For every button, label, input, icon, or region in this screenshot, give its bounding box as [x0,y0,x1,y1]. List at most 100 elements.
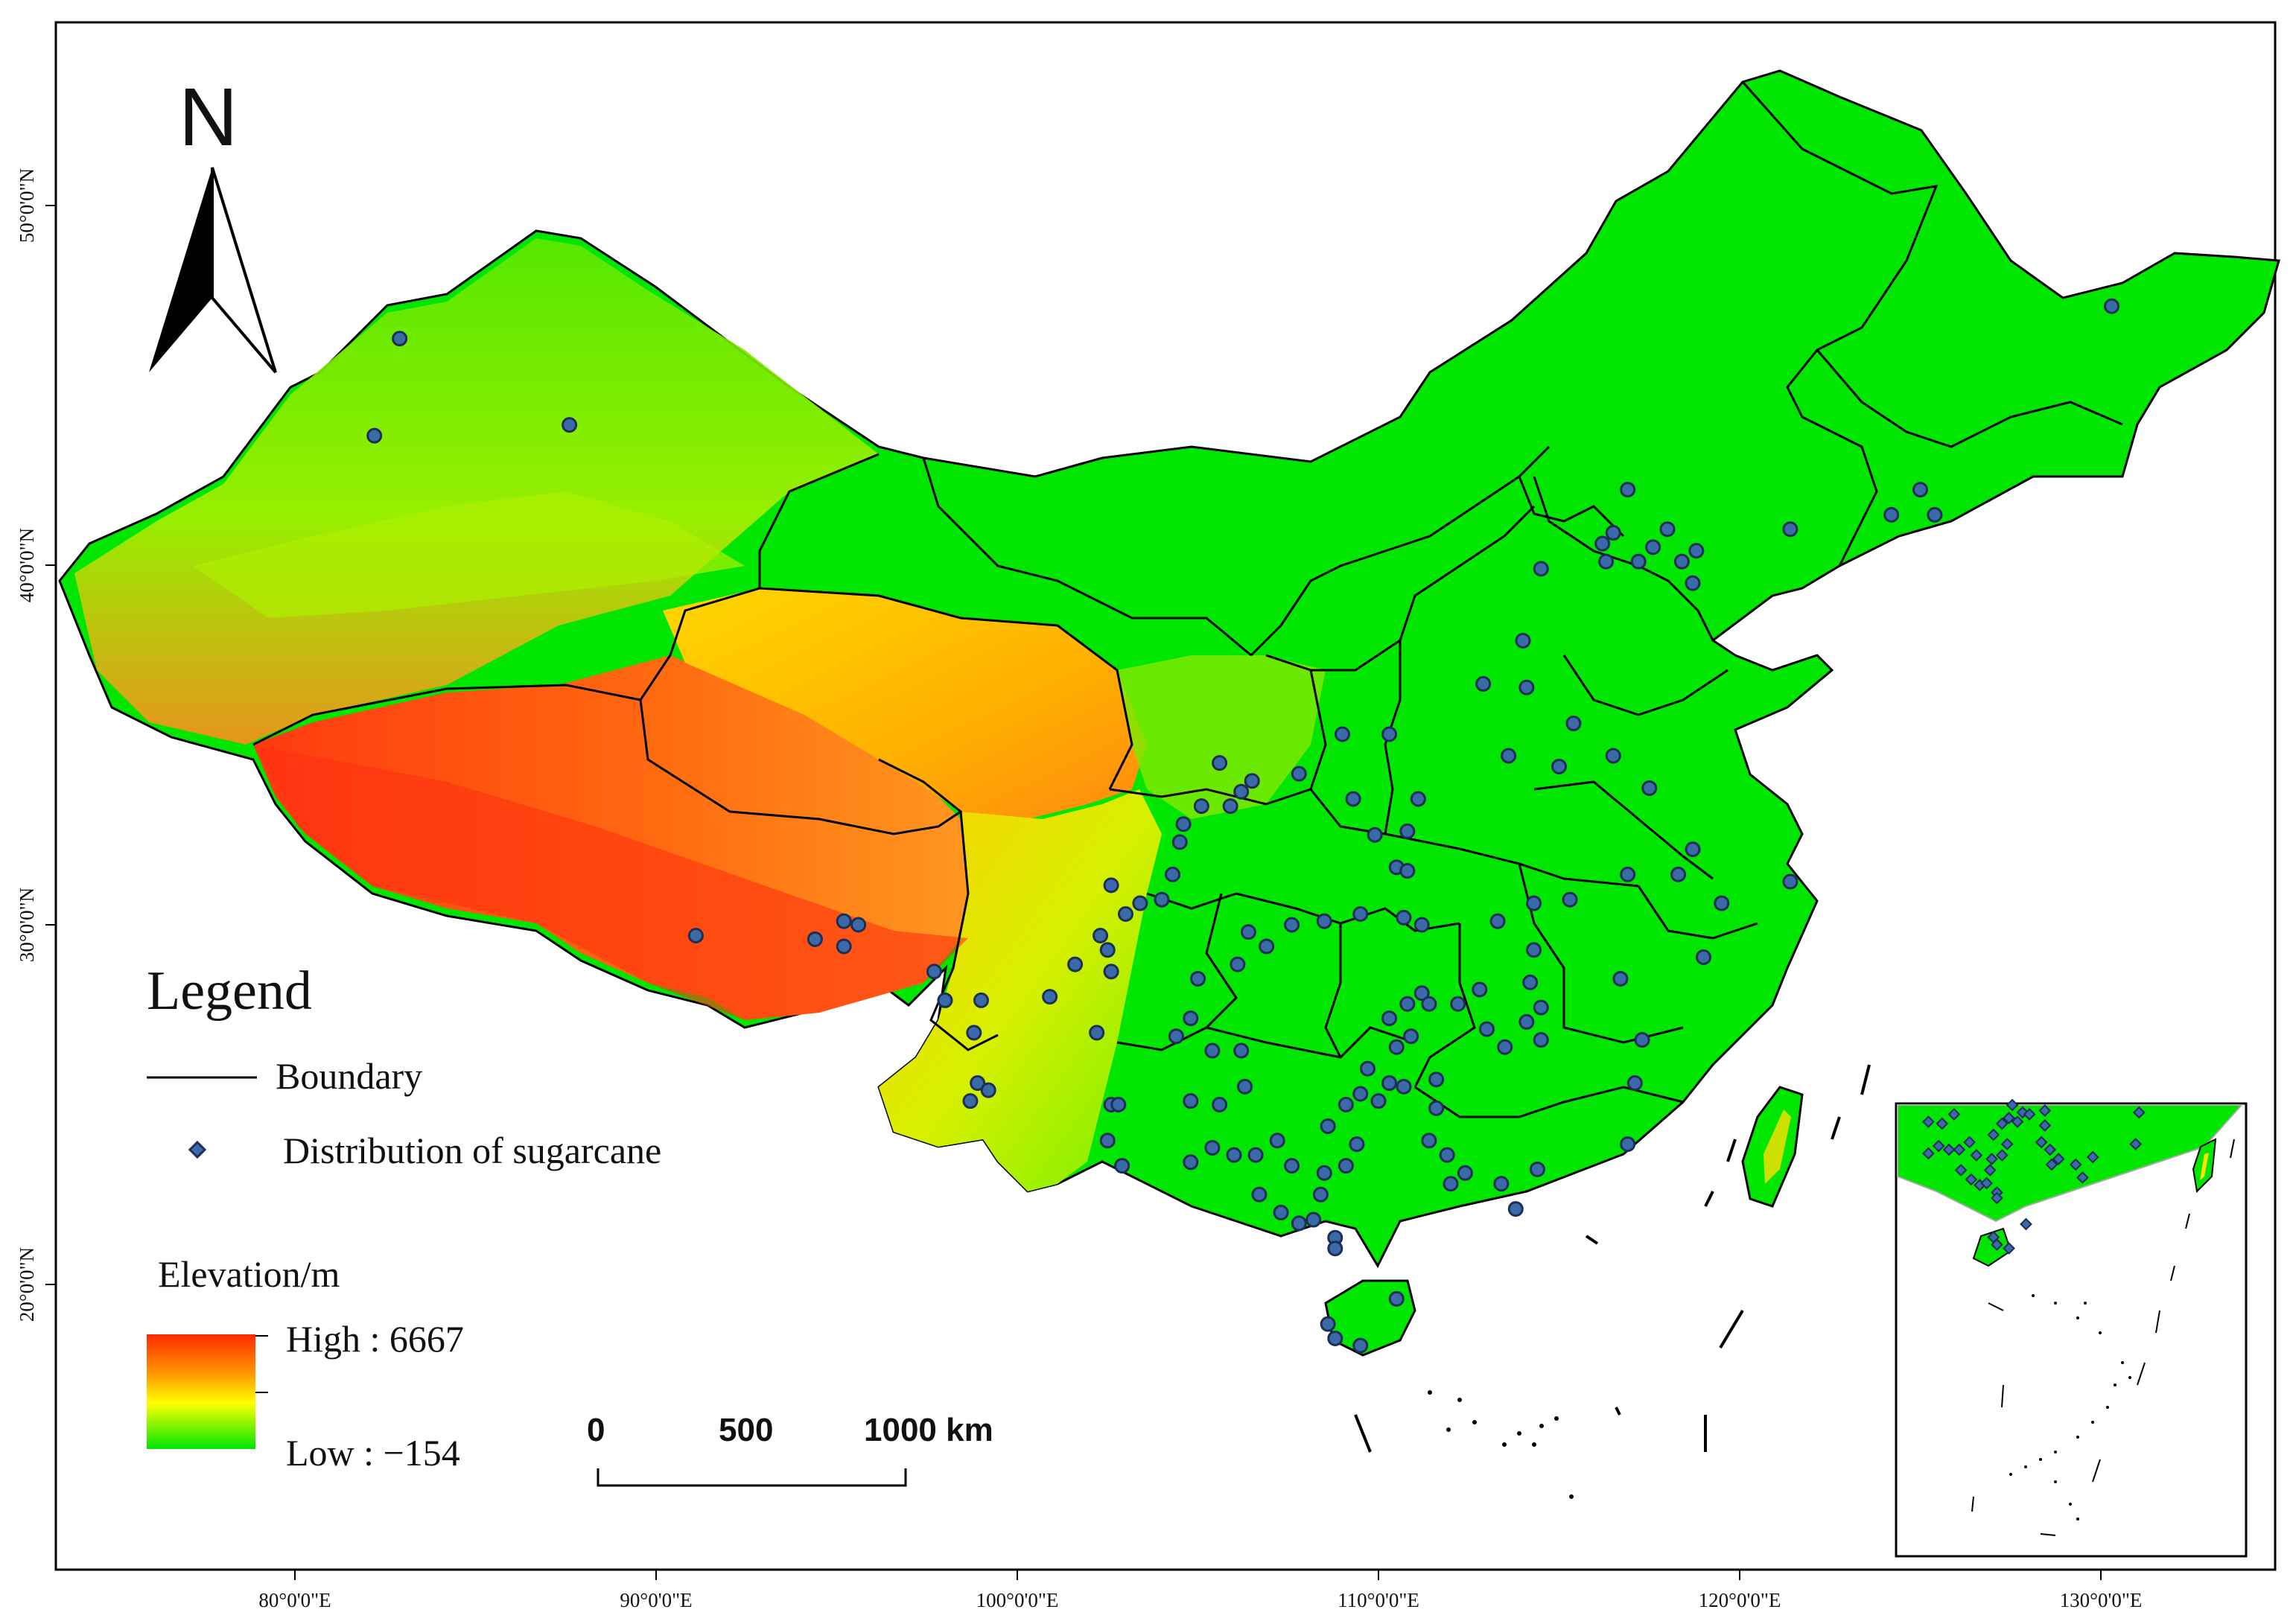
inset-sugarcane-point [2045,1158,2058,1171]
sugarcane-point [1212,1097,1228,1112]
inset-sugarcane-point [2035,1136,2048,1149]
sugarcane-point [1620,866,1636,882]
sugarcane-point [1251,1186,1268,1203]
sugarcane-point [1233,1042,1250,1059]
south-china-sea-lines [1354,1064,1871,1453]
sugarcane-point [1273,1204,1289,1220]
elevation-color-ramp [147,1334,255,1449]
sugarcane-point [1320,1316,1336,1332]
inset-sugarcane-point [1936,1117,1949,1130]
inset-sugarcane-point [2044,1143,2057,1156]
sugarcane-point [1526,895,1542,911]
sugarcane-point [1533,999,1549,1016]
sugarcane-point [1171,834,1188,850]
sugarcane-point [1367,827,1383,843]
sugarcane-point [1497,1039,1513,1055]
scale-label-500: 500 [719,1412,773,1448]
sugarcane-point [1312,1186,1329,1203]
sugarcane-point [937,992,953,1008]
scale-bar: 0 500 1000 km [587,1412,993,1487]
sugarcane-point [1399,996,1416,1012]
distribution-legend-marker [188,1140,207,1159]
inset-sugarcane-point [1954,1164,1968,1176]
sugarcane-point [1927,506,1943,523]
sugarcane-point [1515,632,1531,649]
sugarcane-point [1472,981,1488,998]
sugarcane-point [1620,482,1636,498]
sugarcane-point [1118,906,1133,923]
sugarcane-point [1190,970,1206,987]
sugarcane-point [1529,1161,1545,1177]
sugarcane-point [1370,1093,1387,1109]
sugarcane-point [1291,765,1307,782]
sugarcane-point [1439,1147,1455,1163]
sugarcane-point [1489,913,1506,929]
sugarcane-point [1352,906,1369,923]
sugarcane-point [1327,1241,1343,1257]
qinghai-elevation [663,588,1147,819]
sugarcane-point [1612,970,1629,987]
sugarcane-point [1110,1097,1127,1112]
sugarcane-point [1103,964,1119,980]
sugarcane-point [1782,521,1799,538]
inset-sugarcane-point [2129,1138,2143,1150]
x-tick-label: 130°0'0"E [2060,1589,2143,1611]
x-tick-label: 90°0'0"E [620,1589,692,1611]
sugarcane-point [1782,873,1799,890]
sugarcane-point [970,1075,986,1092]
province-boundaries [252,81,2123,1118]
sugarcane-point [1507,1201,1524,1217]
inset-sugarcane-point [2052,1153,2065,1165]
inset-sugarcane-point [1965,1173,1978,1186]
sugarcane-point [1428,1071,1445,1088]
sugarcane-point [1381,726,1398,742]
sugarcane-point [562,417,578,433]
sugarcane-point [850,917,867,933]
sugarcane-point [1673,553,1690,570]
sugarcane-point [1410,791,1426,807]
sugarcane-points [366,298,2120,1354]
inset-sugarcane-point [1921,1115,1935,1128]
scale-label-1000: 1000 km [864,1412,993,1448]
sugarcane-point [1421,1133,1437,1149]
sugarcane-point [1605,748,1621,764]
inset-sugarcane-point [2069,1158,2082,1171]
legend-title: Legend [147,961,312,1022]
sugarcane-point [2104,298,2120,314]
sugarcane-point [1428,1100,1445,1116]
sugarcane-point [1533,561,1549,577]
inset-sugarcane-point [2006,1098,2019,1112]
sugarcane-point [980,1082,996,1098]
sugarcane-point [687,927,704,943]
sugarcane-point [1388,1039,1405,1055]
sugarcane-point [1479,1021,1495,1037]
sugarcane-point [1399,863,1416,879]
sugarcane-point [1093,927,1109,943]
elevation-title: Elevation/m [158,1253,340,1295]
sugarcane-point [1696,949,1711,965]
sugarcane-point [1396,1078,1412,1095]
sugarcane-point [1212,755,1228,771]
sugarcane-point [1247,1147,1264,1163]
sugarcane-point [1352,1086,1369,1102]
sugarcane-point [1204,1139,1221,1156]
sugarcane-point [1533,1032,1549,1048]
sugarcane-point [962,1093,979,1109]
inset-sugarcane-point [2038,1104,2052,1117]
map-frame [54,21,2277,1571]
scale-label-0: 0 [587,1412,605,1448]
sugarcane-point [836,938,852,955]
taiwan-mountains [1764,1109,1791,1184]
sugarcane-point [1518,679,1535,695]
sugarcane-point [1305,1211,1322,1228]
sugarcane-point [1284,917,1300,933]
inset-sugarcane-point [2020,1217,2032,1231]
sugarcane-point [973,992,989,1008]
sugarcane-point [1605,525,1621,541]
sugarcane-point [1204,1042,1221,1059]
sugarcane-point [1316,1165,1332,1181]
sugarcane-point [1912,482,1928,498]
y-tick-label: 40°0'0"N [16,528,38,602]
inset-sugarcane-point [1995,1117,2009,1130]
